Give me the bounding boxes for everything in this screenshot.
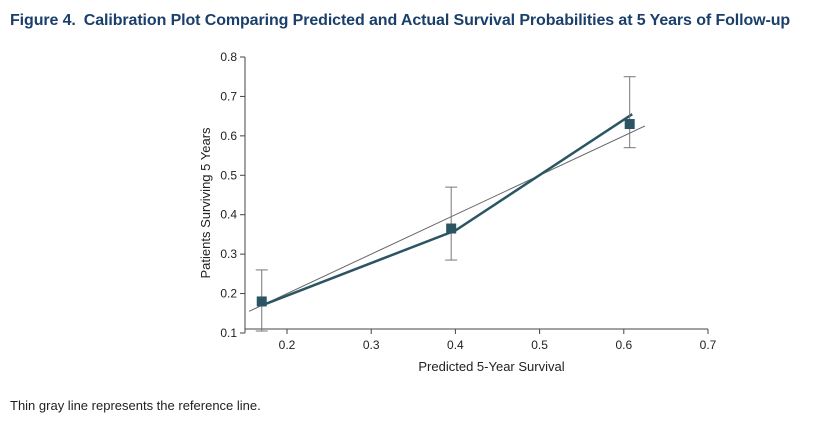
error-bar-group — [255, 76, 636, 332]
figure-caption: Thin gray line represents the reference … — [10, 398, 261, 413]
x-axis-label: Predicted 5-Year Survival — [418, 359, 564, 374]
y-axis-label: Patients Surviving 5 Years — [198, 127, 213, 279]
y-tick-label: 0.1 — [220, 326, 237, 340]
x-tick-label: 0.6 — [615, 338, 632, 352]
x-tick-label: 0.3 — [363, 338, 380, 352]
figure-title: Figure 4. Calibration Plot Comparing Pred… — [10, 12, 790, 30]
x-tick-label: 0.2 — [279, 338, 296, 352]
axes: 0.1 0.2 0.3 0.4 0.5 0.6 0.7 0.8 0.2 0.3 0.4 0.5 0.6 0… — [220, 50, 716, 352]
y-tick-label: 0.6 — [220, 129, 237, 143]
y-tick-label: 0.5 — [220, 168, 237, 182]
calibration-line — [261, 113, 633, 307]
x-tick-label: 0.4 — [447, 338, 464, 352]
figure-title-text: Calibration Plot Comparing Predicted and… — [83, 12, 791, 29]
y-tick-label: 0.7 — [220, 89, 237, 103]
y-tick-label: 0.3 — [220, 247, 237, 261]
y-tick-label: 0.8 — [220, 50, 237, 64]
data-point-marker — [446, 223, 457, 234]
figure-number: Figure 4. — [10, 12, 76, 29]
marker-group — [256, 119, 635, 307]
x-tick-label: 0.5 — [531, 338, 548, 352]
reference-line-group — [248, 125, 646, 312]
y-tick-label: 0.2 — [220, 287, 237, 301]
data-point-marker — [624, 119, 635, 130]
reference-line — [248, 125, 646, 312]
data-point-marker — [256, 296, 267, 307]
x-tick-label: 0.7 — [700, 338, 717, 352]
error-bar — [623, 76, 636, 149]
calibration-line-group — [261, 113, 633, 307]
y-tick-label: 0.4 — [220, 208, 237, 222]
